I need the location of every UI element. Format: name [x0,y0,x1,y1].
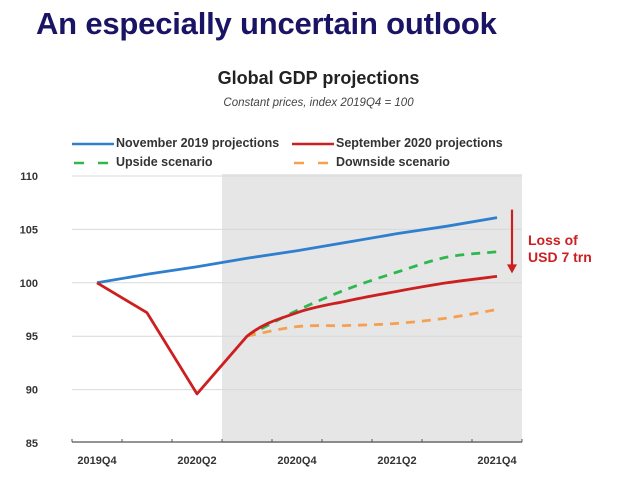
series-line-upside-scenario [246,250,498,338]
loss-annotation: Loss of USD 7 trn [528,232,592,266]
annotation-line-1: Loss of [528,232,578,248]
x-tick-label: 2020Q4 [277,455,317,467]
legend-item-upside: Upside scenario [72,155,213,169]
legend-swatch-november-2019 [72,138,114,148]
projection-shading [222,174,522,443]
legend-label-upside: Upside scenario [116,155,213,169]
x-tick-label: 2020Q2 [177,455,216,467]
y-tick-label: 105 [20,224,38,236]
chart-subtitle: Constant prices, index 2019Q4 = 100 [223,97,414,109]
y-tick-label: 90 [26,385,38,397]
x-tick-label: 2019Q4 [77,455,117,467]
x-tick-label: 2021Q4 [477,455,517,467]
y-tick-label: 110 [20,171,38,183]
legend-label-downside: Downside scenario [336,155,450,169]
y-tick-label: 95 [26,331,38,343]
legend-item-november-2019: November 2019 projections [72,136,279,150]
series-line-november-2019-projections [96,216,498,285]
legend-swatch-downside [292,157,334,167]
series-line-september-2020-projections [96,275,498,396]
y-tick-label: 100 [20,278,38,290]
annotation-line-2: USD 7 trn [528,249,592,265]
legend-swatch-upside [72,157,114,167]
legend-label-november-2019: November 2019 projections [116,136,280,150]
y-tick-label: 85 [26,438,38,450]
x-tick-label: 2021Q2 [377,455,416,467]
legend-swatch-september-2020 [292,138,334,148]
legend-item-downside: Downside scenario [292,155,450,169]
legend-label-september-2020: September 2020 projections [336,136,503,150]
loss-arrow-head [507,264,517,274]
chart-title: Global GDP projections [217,68,420,88]
legend-item-september-2020: September 2020 projections [292,136,503,150]
page-title: An especially uncertain outlook [36,6,497,41]
